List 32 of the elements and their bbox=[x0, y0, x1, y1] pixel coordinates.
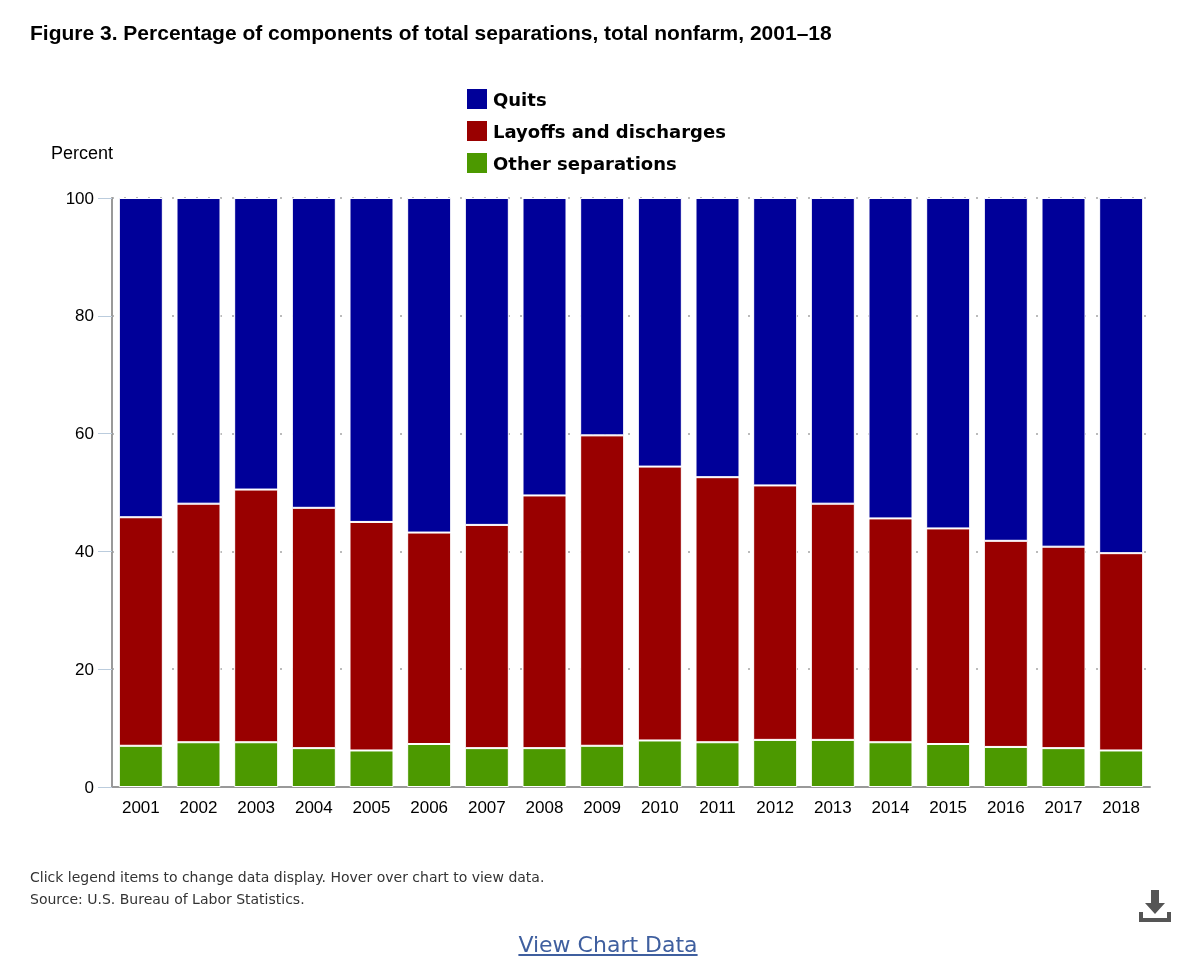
x-tick-label: 2011 bbox=[699, 798, 736, 817]
y-tick-label: 40 bbox=[75, 541, 94, 561]
x-tick-label: 2016 bbox=[986, 798, 1025, 817]
x-tick-label: 2002 bbox=[179, 798, 218, 817]
text: Click legend items to change data display. Hover over chart to view data. bbox=[30, 868, 545, 887]
x-tick-label: 2007 bbox=[467, 798, 506, 817]
x-tick-label: 2008 bbox=[525, 798, 564, 817]
y-tick-label: 80 bbox=[75, 306, 94, 326]
legend-label: Layoffs and discharges bbox=[493, 120, 726, 142]
x-tick-label: 2004 bbox=[294, 798, 333, 817]
x-tick-label: 2010 bbox=[640, 798, 679, 817]
chart-title: Figure 3. Percentage of components of total separations, total nonfarm, 2001–18 bbox=[30, 20, 833, 46]
x-tick-label: 2012 bbox=[756, 798, 795, 817]
text: View Chart Data bbox=[517, 932, 699, 957]
legend-label: Quits bbox=[493, 88, 547, 110]
x-tick-label: 2001 bbox=[121, 798, 160, 817]
x-tick-label: 2009 bbox=[583, 798, 622, 817]
y-tick-label: 60 bbox=[75, 424, 94, 444]
x-tick-label: 2014 bbox=[871, 798, 910, 817]
x-tick-label: 2005 bbox=[352, 798, 391, 817]
x-tick-label: 2018 bbox=[1102, 798, 1141, 817]
x-tick-label: 2006 bbox=[410, 798, 449, 817]
legend-label: Other separations bbox=[493, 152, 677, 174]
source-note: Source: U.S. Bureau of Labor Statistics. bbox=[30, 890, 306, 909]
y-tick-label: 100 bbox=[65, 188, 94, 208]
y-axis-title: Percent bbox=[50, 143, 114, 163]
y-tick-label: 0 bbox=[84, 777, 94, 797]
y-tick-label: 20 bbox=[75, 659, 94, 679]
x-tick-label: 2017 bbox=[1044, 798, 1083, 817]
x-tick-label: 2013 bbox=[813, 798, 852, 817]
x-tick-label: 2015 bbox=[929, 798, 968, 817]
x-tick-label: 2003 bbox=[237, 798, 276, 817]
